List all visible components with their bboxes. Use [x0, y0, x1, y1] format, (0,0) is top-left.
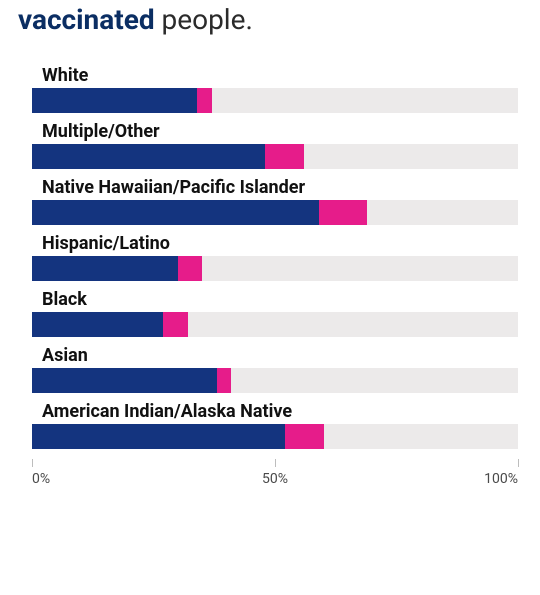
bar-track — [32, 368, 518, 393]
bar-row: Native Hawaiian/Pacific Islander — [32, 177, 518, 225]
bar-segment — [32, 200, 319, 225]
bar-segment — [32, 424, 285, 449]
bar-segment — [217, 368, 232, 393]
bar-segment — [163, 312, 187, 337]
bar-segment — [178, 256, 202, 281]
bar-track — [32, 424, 518, 449]
bar-segment — [32, 256, 178, 281]
axis-tick — [275, 459, 276, 467]
axis-tick-label: 0% — [32, 471, 50, 487]
bar-segment — [32, 144, 265, 169]
title-bold: vaccinated — [18, 3, 155, 36]
bar-segment — [32, 368, 217, 393]
bar-segment — [319, 200, 368, 225]
bar-segment — [32, 312, 163, 337]
bar-segment — [285, 424, 324, 449]
bar-label: Multiple/Other — [32, 121, 518, 144]
axis-tick — [32, 459, 33, 467]
bar-row: American Indian/Alaska Native — [32, 401, 518, 449]
bar-track — [32, 200, 518, 225]
axis-tick-label: 50% — [262, 471, 288, 487]
bar-label: Hispanic/Latino — [32, 233, 518, 256]
bar-segment — [32, 88, 197, 113]
bar-row: White — [32, 65, 518, 113]
bar-segment — [197, 88, 212, 113]
bar-label: White — [32, 65, 518, 88]
bar-label: Asian — [32, 345, 518, 368]
bar-row: Black — [32, 289, 518, 337]
bar-row: Hispanic/Latino — [32, 233, 518, 281]
page-title: vaccinated people. — [18, 0, 522, 65]
axis-tick-label: 100% — [484, 471, 518, 487]
bar-label: Black — [32, 289, 518, 312]
bar-label: Native Hawaiian/Pacific Islander — [32, 177, 518, 200]
bar-row: Asian — [32, 345, 518, 393]
bar-track — [32, 144, 518, 169]
x-axis: 0% 50% 100% — [32, 459, 518, 493]
bar-chart: White Multiple/Other Native Hawaiian/Pacif… — [18, 65, 522, 493]
bar-track — [32, 256, 518, 281]
bar-label: American Indian/Alaska Native — [32, 401, 518, 424]
bar-track — [32, 88, 518, 113]
title-rest: people. — [155, 3, 253, 36]
bar-row: Multiple/Other — [32, 121, 518, 169]
bar-segment — [265, 144, 304, 169]
bar-track — [32, 312, 518, 337]
axis-tick — [518, 459, 519, 467]
